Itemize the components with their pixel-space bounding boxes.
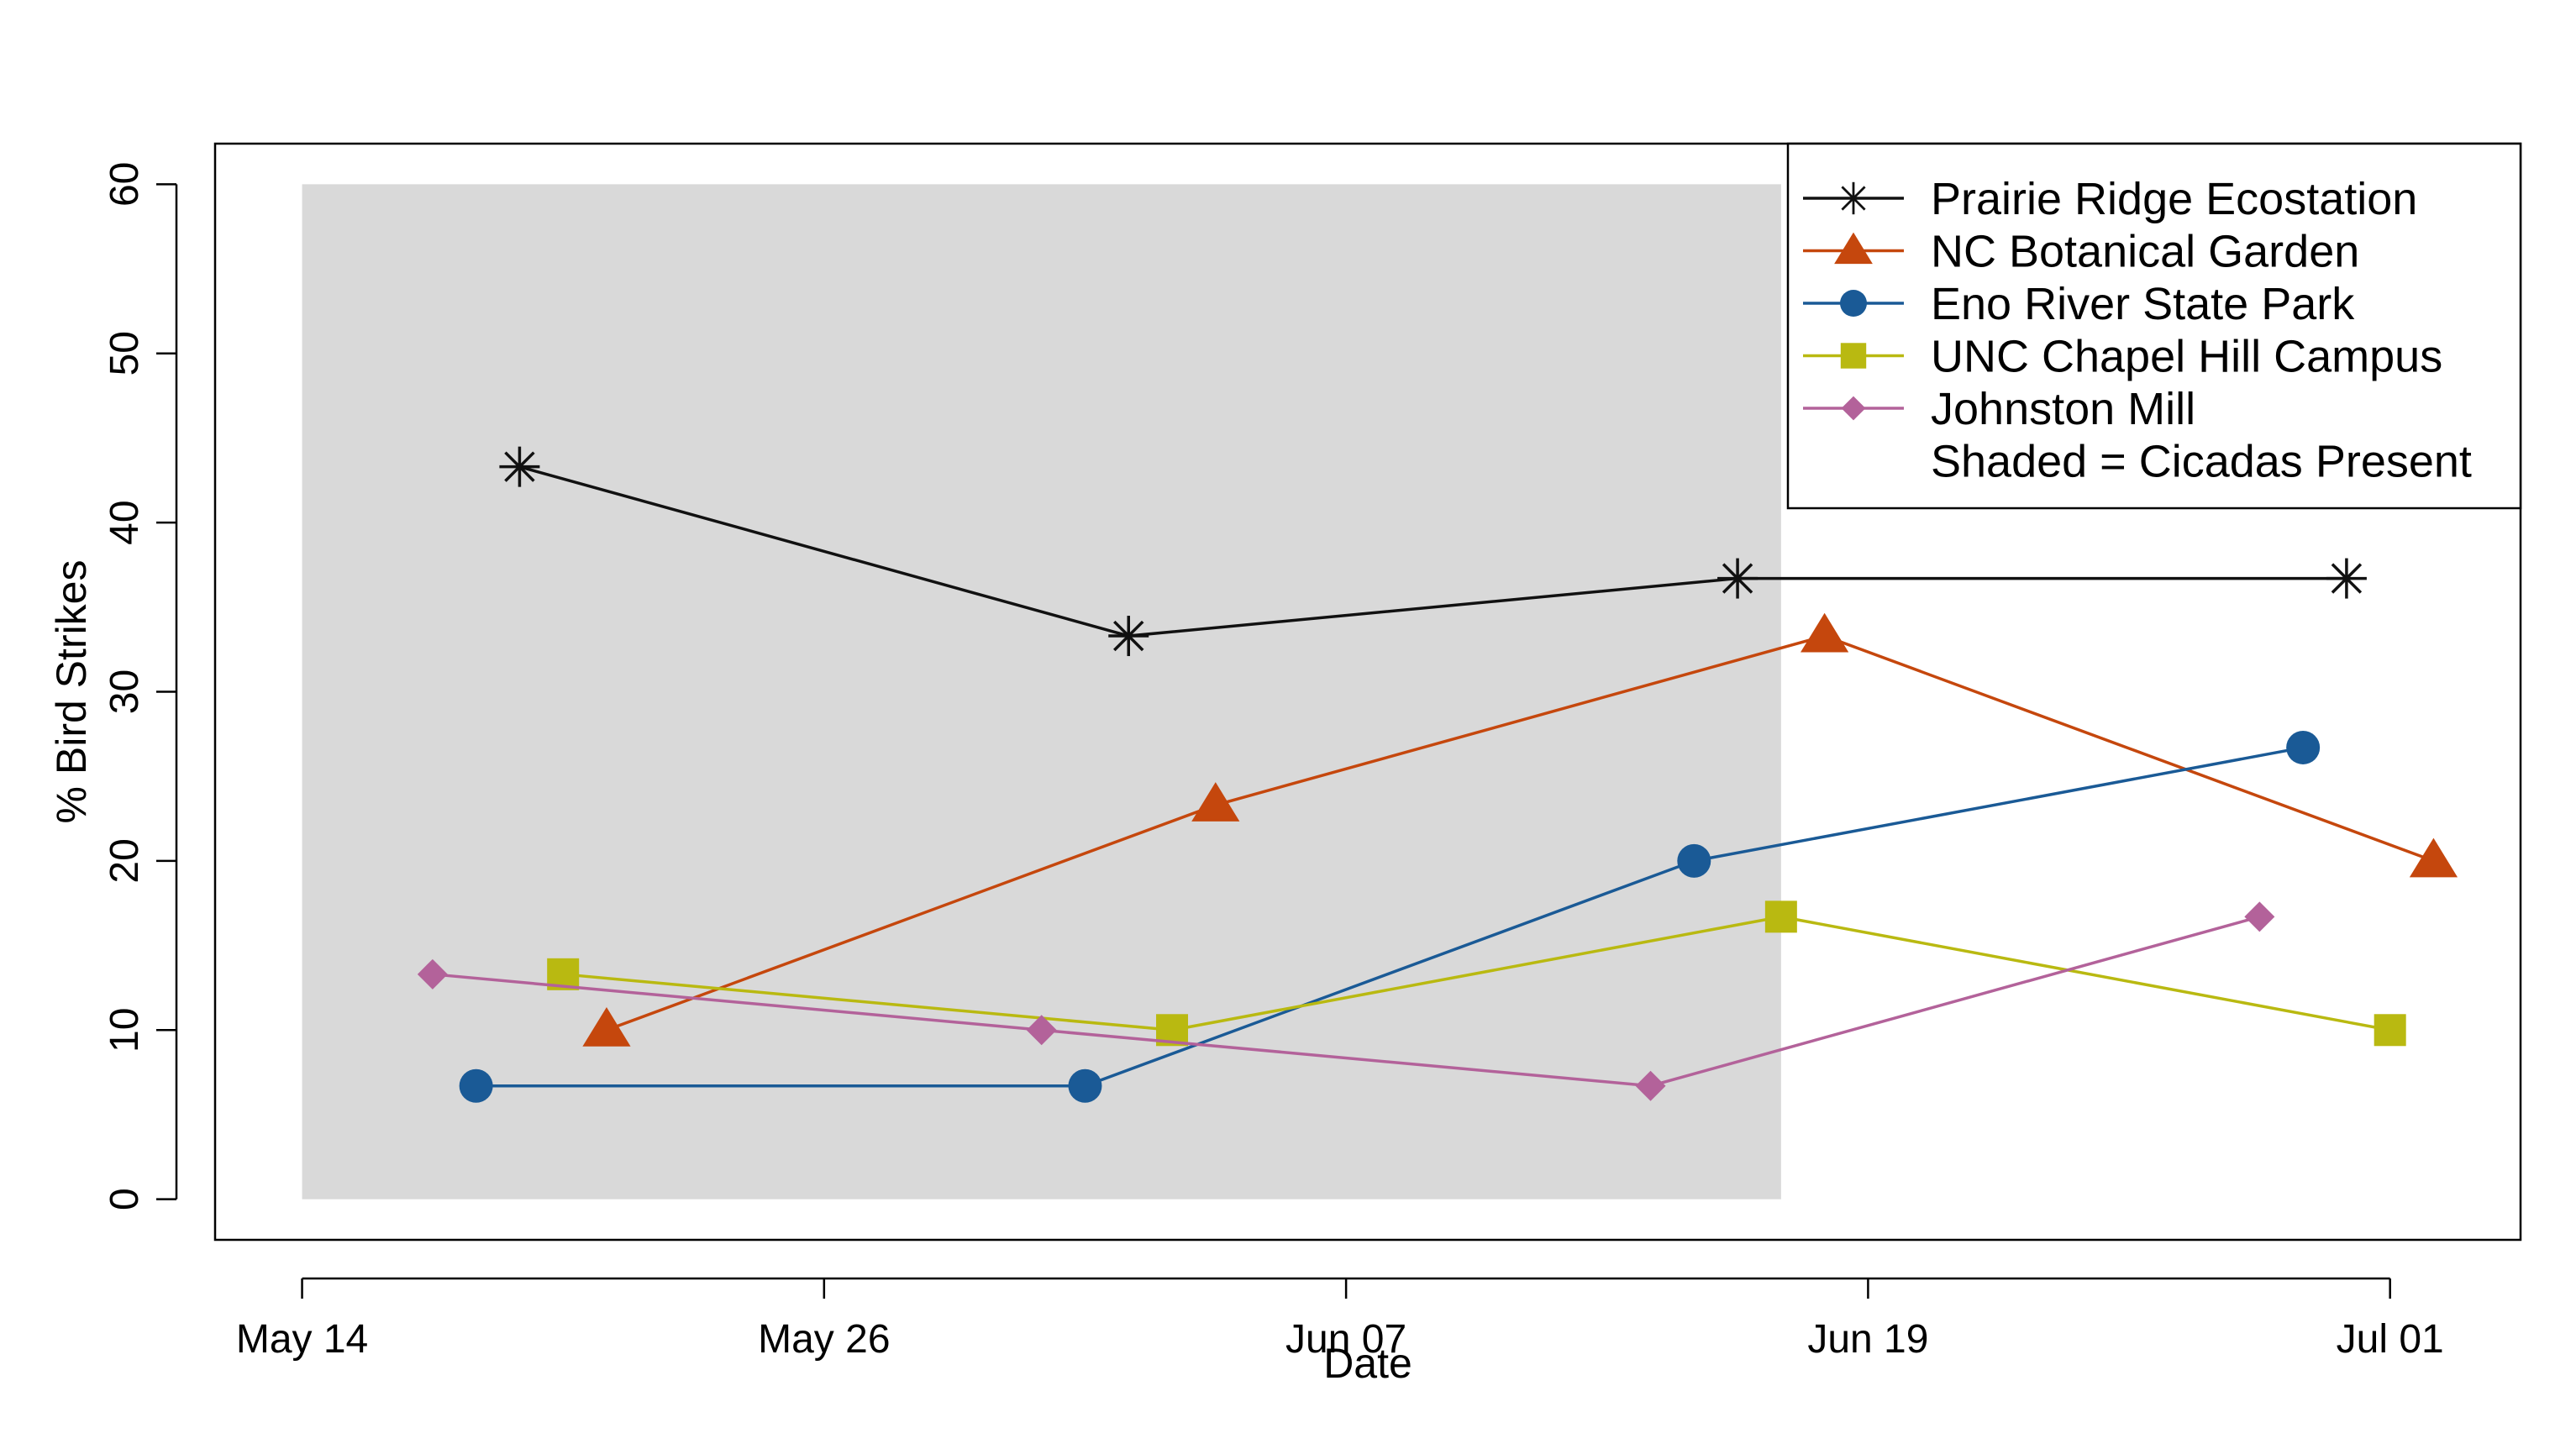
data-point-unc-chapel-hill-campus [2374,1014,2406,1047]
y-tick-label: 40 [103,500,147,544]
asterisk-stroke [1113,620,1144,652]
legend-box [1786,142,2522,510]
x-axis-title: Date [1323,1340,1412,1387]
legend-label-nc-botanical-garden: NC Botanical Garden [1931,227,2359,277]
data-point-nc-botanical-garden [1191,782,1240,822]
plot-frame [213,142,2522,1242]
data-point-johnston-mill [1635,1070,1666,1101]
legend-marker-eno-river-state-park [1840,290,1867,317]
y-tick-label: 0 [103,1188,147,1210]
legend-label-shaded-region: Shaded = Cicadas Present [1931,437,2472,487]
data-point-johnston-mill [417,958,448,990]
data-point-nc-botanical-garden [1801,612,1849,653]
series-johnston-mill [417,901,2275,1101]
series-line-johnston-mill [432,915,2260,1088]
data-point-eno-river-state-park [2286,730,2321,764]
data-point-prairie-ridge-ecostation [2326,558,2367,599]
series-line-prairie-ridge-ecostation [518,465,2347,638]
y-axis: 0 10 20 30 40 50 60 [103,162,178,1210]
legend-label-prairie-ridge-ecostation: Prairie Ridge Ecostation [1931,174,2417,224]
x-axis: May 14 May 26 Jun 07 Jun 19 Jul 01 [236,1277,2444,1362]
y-axis-title: % Bird Strikes [48,560,95,824]
legend-label-eno-river-state-park: Eno River State Park [1931,279,2355,329]
legend-marker-prairie-ridge-ecostation [1837,181,1870,215]
data-point-eno-river-state-park [1677,843,1711,878]
data-point-nc-botanical-garden [2409,837,2458,878]
y-tick-label: 50 [103,331,147,375]
series-line-eno-river-state-park [476,746,2304,1088]
asterisk-stroke [2331,563,2363,594]
data-point-unc-chapel-hill-campus [1764,900,1797,933]
series-prairie-ridge-ecostation [499,446,2367,657]
data-point-johnston-mill [2244,901,2275,932]
y-tick-label: 10 [103,1008,147,1053]
data-point-eno-river-state-park [1068,1068,1102,1103]
shaded-region-layer [302,184,1781,1200]
data-point-prairie-ridge-ecostation [499,446,540,487]
data-point-prairie-ridge-ecostation [1108,616,1149,657]
series-nc-botanical-garden [582,612,2458,1047]
data-point-prairie-ridge-ecostation [1717,558,1759,599]
y-tick-label: 20 [103,838,147,883]
x-tick-label: Jul 01 [2337,1317,2444,1362]
asterisk-stroke [1841,186,1866,211]
legend-marker-nc-botanical-garden [1834,232,1873,265]
y-tick-label: 60 [103,162,147,207]
y-tick-label: 30 [103,669,147,714]
cicadas-shaded-region [302,184,1781,1200]
data-point-johnston-mill [1026,1015,1057,1046]
series-eno-river-state-park [459,730,2321,1103]
data-point-eno-river-state-park [459,1068,493,1103]
x-tick-label: Jun 19 [1807,1317,1928,1362]
legend-label-johnston-mill: Johnston Mill [1931,384,2195,434]
x-tick-label: May 14 [236,1317,368,1362]
legend-label-unc-chapel-hill-campus: UNC Chapel Hill Campus [1931,332,2442,382]
series-layer [417,446,2458,1103]
series-line-unc-chapel-hill-campus [563,915,2390,1032]
asterisk-stroke [1722,563,1753,594]
x-tick-label: Jun 07 [1285,1317,1406,1362]
legend-marker-johnston-mill [1841,396,1866,421]
series-line-nc-botanical-garden [606,634,2435,1032]
legend-marker-unc-chapel-hill-campus [1840,343,1867,369]
data-point-nc-botanical-garden [582,1006,631,1047]
asterisk-stroke [504,451,535,482]
x-tick-label: May 26 [758,1317,890,1362]
